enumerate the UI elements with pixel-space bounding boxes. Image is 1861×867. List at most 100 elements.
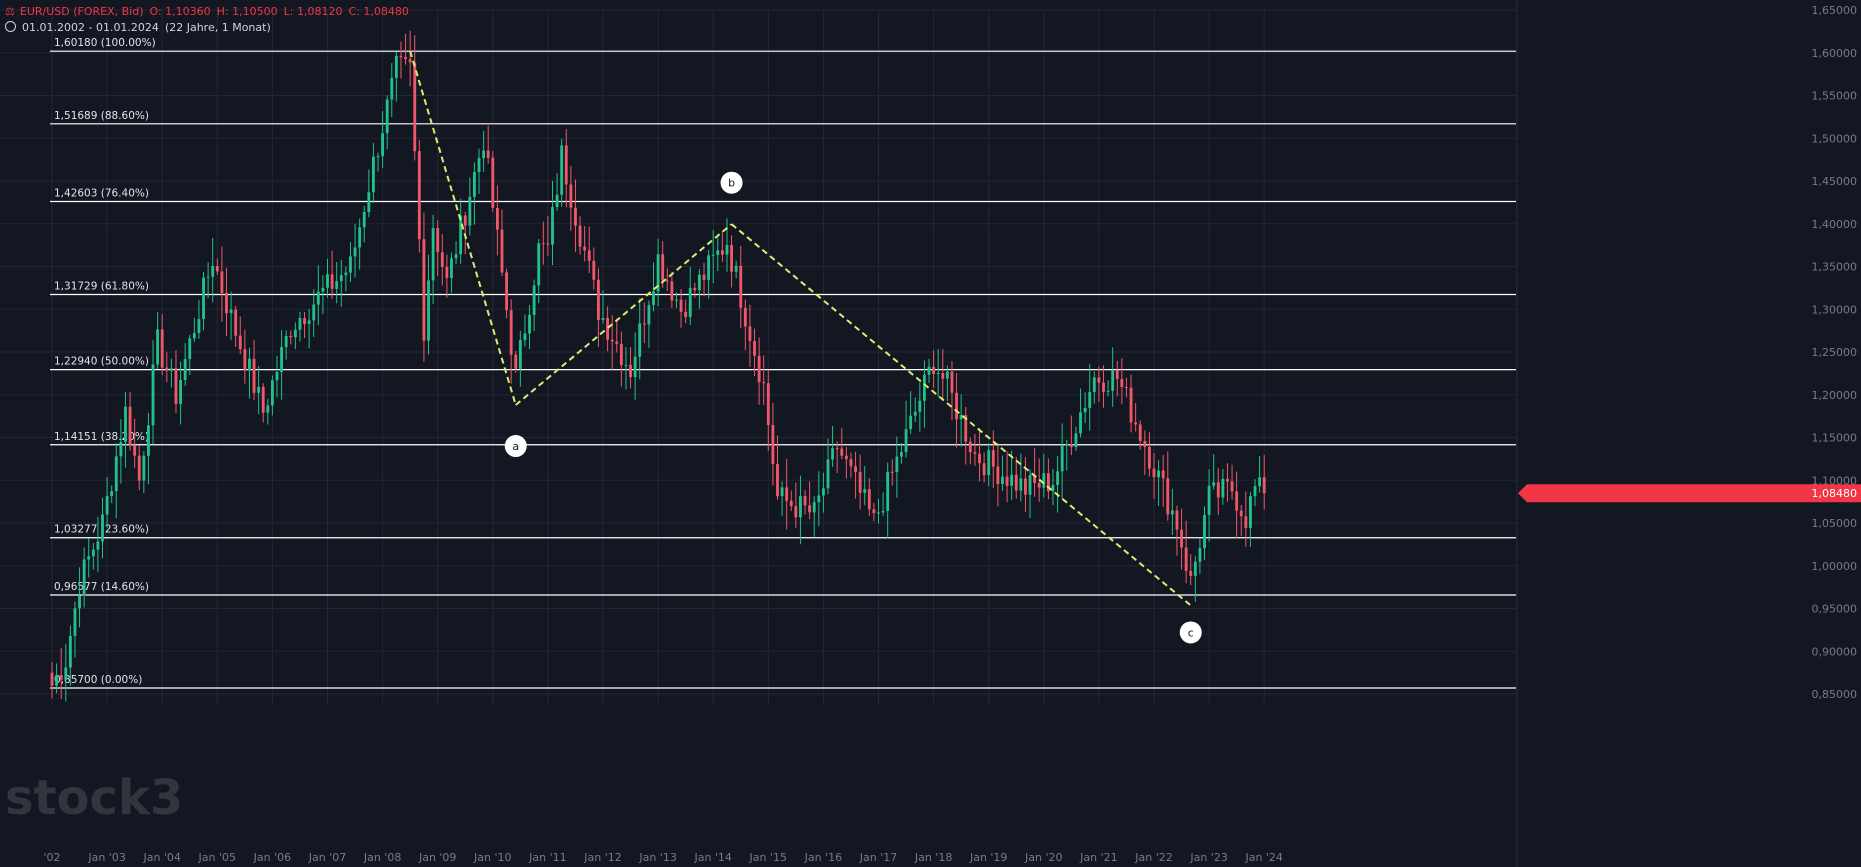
candle-body xyxy=(1138,424,1142,441)
candle-body xyxy=(275,372,279,381)
candle-body xyxy=(913,411,917,416)
candle-body xyxy=(174,368,178,405)
wave-label-c: c xyxy=(1188,626,1194,639)
wave-label-b-circle xyxy=(720,171,743,194)
candle-body xyxy=(592,260,596,280)
candle-body xyxy=(124,406,127,443)
candle-body xyxy=(376,156,380,158)
last-price-tag xyxy=(1518,484,1861,503)
candle-body xyxy=(665,280,669,282)
time-tick-label: Jan '15 xyxy=(749,851,787,864)
candle-body xyxy=(1092,377,1096,392)
candle-body xyxy=(955,392,958,420)
candle-body xyxy=(339,275,343,282)
time-tick-label: Jan '07 xyxy=(308,851,346,864)
candle-body xyxy=(73,608,77,636)
candle-body xyxy=(959,415,963,420)
time-tick-label: Jan '18 xyxy=(914,851,952,864)
price-tick-label: 0,90000 xyxy=(1812,645,1858,658)
wave-labels: a b c xyxy=(504,171,1202,644)
candle-body xyxy=(890,471,894,473)
candle-body xyxy=(385,99,389,134)
candlestick-series xyxy=(50,30,1266,702)
candle-body xyxy=(1152,468,1156,478)
candle-body xyxy=(257,386,261,393)
candle-body xyxy=(541,243,545,245)
candle-body xyxy=(615,341,619,344)
candle-body xyxy=(1074,433,1078,448)
candle-body xyxy=(362,212,366,228)
candle-body xyxy=(1125,387,1128,389)
candle-body xyxy=(55,675,59,686)
candle-body xyxy=(725,245,729,255)
candle-body xyxy=(968,441,972,453)
candle-body xyxy=(918,400,922,412)
time-tick-label: Jan '03 xyxy=(87,851,125,864)
candle-body xyxy=(289,336,293,338)
candle-body xyxy=(670,281,674,301)
time-tick-label: Jan '04 xyxy=(142,851,180,864)
fib-level-label: 0,85700 (0.00%) xyxy=(54,674,142,686)
candle-body xyxy=(82,559,86,596)
candle-body xyxy=(1235,491,1239,511)
candle-body xyxy=(91,549,95,557)
candle-body xyxy=(371,156,375,193)
candle-body xyxy=(831,448,835,460)
candle-body xyxy=(803,496,807,506)
price-tick-label: 1,25000 xyxy=(1812,346,1858,359)
candle-body xyxy=(179,380,182,405)
candle-body xyxy=(1106,390,1110,392)
price-tick-label: 1,30000 xyxy=(1812,303,1858,316)
candle-body xyxy=(546,243,550,245)
price-tick-label: 1,60000 xyxy=(1812,47,1858,60)
price-tick-label: 1,35000 xyxy=(1812,261,1858,274)
wave-segment xyxy=(730,223,1192,607)
candle-body xyxy=(877,512,880,514)
candle-body xyxy=(1258,477,1262,487)
candle-body xyxy=(1111,370,1115,391)
candle-body xyxy=(500,229,504,273)
candle-body xyxy=(927,366,931,375)
candle-body xyxy=(936,373,940,375)
candle-body xyxy=(872,509,876,514)
candle-body xyxy=(679,299,683,312)
time-tick-label: Jan '17 xyxy=(859,851,897,864)
wave-label-b: b xyxy=(728,177,735,190)
candle-body xyxy=(1184,547,1188,571)
candle-body xyxy=(225,292,228,314)
candle-body xyxy=(886,471,890,512)
candle-body xyxy=(298,318,302,330)
candle-body xyxy=(569,184,573,208)
candle-body xyxy=(417,151,421,240)
candle-body xyxy=(261,386,265,413)
candle-body xyxy=(1230,481,1234,492)
candle-body xyxy=(307,320,311,324)
candle-body xyxy=(698,274,701,291)
candle-body xyxy=(1166,478,1170,515)
candle-body xyxy=(766,383,770,426)
candle-body xyxy=(991,450,995,467)
candle-body xyxy=(165,367,169,371)
candle-body xyxy=(450,258,453,279)
candle-body xyxy=(881,511,885,513)
candle-body xyxy=(849,459,853,467)
candle-body xyxy=(941,373,945,379)
candle-body xyxy=(551,206,554,245)
candle-body xyxy=(826,459,830,489)
candle-body xyxy=(1088,391,1092,408)
candle-body xyxy=(188,338,192,360)
candle-body xyxy=(1244,516,1248,528)
candle-body xyxy=(482,150,486,159)
last-price-label: 1,08480 xyxy=(1812,487,1858,500)
candle-body xyxy=(564,145,568,185)
candle-body xyxy=(675,299,678,301)
candle-body xyxy=(312,304,316,321)
candle-body xyxy=(413,62,417,152)
candle-body xyxy=(50,672,54,686)
candle-body xyxy=(454,254,458,259)
candle-body xyxy=(1147,446,1151,469)
candle-body xyxy=(404,57,407,60)
candle-body xyxy=(652,291,655,306)
candle-body xyxy=(583,246,587,251)
